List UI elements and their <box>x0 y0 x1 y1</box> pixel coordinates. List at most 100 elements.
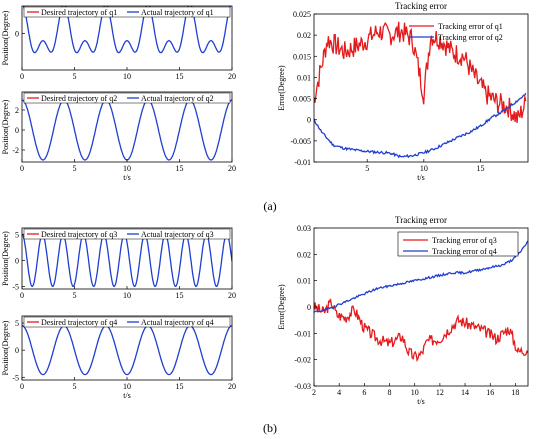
chart-b_err: 2 4 6 8 10 12 14 16 18 -0.03 -0.02 -0.01 0 0.01 0.02 0.… <box>277 215 529 406</box>
series-line-a_q1-1 <box>22 6 232 54</box>
legend-label: Tracking error of q4 <box>432 247 497 256</box>
y-tick-label: 0.005 <box>293 95 311 104</box>
series-line-b_q3-1 <box>22 233 232 287</box>
y-tick-label: 0.01 <box>297 277 311 286</box>
legend-label: Tracking error of q1 <box>438 22 503 31</box>
y-tick-label: 0 <box>15 346 19 355</box>
y-tick-label: 0.025 <box>293 10 311 19</box>
y-tick-label: 0.02 <box>297 250 311 259</box>
y-tick-label: 0.03 <box>297 224 311 233</box>
y-tick-label: 0 <box>15 29 19 38</box>
y-axis-label: Position(Degree) <box>1 99 10 154</box>
x-tick-label: 10 <box>123 164 131 173</box>
legend-label: Tracking error of q3 <box>432 236 497 245</box>
y-tick-label: -0.03 <box>294 382 311 391</box>
series-line-b_err-1 <box>314 240 528 313</box>
y-tick-label: -5 <box>12 373 19 382</box>
x-tick-label: 10 <box>123 291 131 300</box>
x-tick-label: 0 <box>20 164 24 173</box>
series-line-a_err-1 <box>314 92 527 159</box>
y-axis-label: Position(Degree) <box>1 10 10 65</box>
x-tick-label: 0 <box>20 72 24 81</box>
x-tick-label: 15 <box>176 291 184 300</box>
x-tick-label: 20 <box>228 382 236 391</box>
legend-box <box>397 231 519 257</box>
legend-label: Desired trajectory of q2 <box>41 94 117 103</box>
y-tick-label: -0.01 <box>294 329 311 338</box>
x-tick-label: 15 <box>176 164 184 173</box>
chart-a_q1: 0 5 10 15 20 0 Position(Degree) Desired traject… <box>1 5 236 81</box>
x-tick-label: 5 <box>365 164 369 173</box>
y-axis-label: Position(Degree) <box>1 320 10 375</box>
x-tick-label: 15 <box>176 382 184 391</box>
legend-label: Desired trajectory of q4 <box>41 318 117 327</box>
x-tick-label: 14 <box>461 388 469 397</box>
y-tick-label: 0.01 <box>297 73 311 82</box>
y-tick-label: 2 <box>15 106 19 115</box>
y-tick-label: -2 <box>12 146 19 155</box>
series-line-b_q4-1 <box>22 325 232 376</box>
series-line-a_q2-1 <box>22 99 232 161</box>
x-tick-label: 2 <box>312 388 316 397</box>
x-tick-label: 15 <box>176 72 184 81</box>
x-tick-label: 6 <box>362 388 366 397</box>
x-axis-label: t/s <box>417 397 425 406</box>
x-tick-label: 18 <box>511 388 519 397</box>
x-axis-label: t/s <box>417 173 425 182</box>
y-tick-label: 0 <box>307 303 311 312</box>
x-tick-label: 0 <box>20 382 24 391</box>
y-tick-label: 0.015 <box>293 52 311 61</box>
x-tick-label: 16 <box>486 388 494 397</box>
y-tick-label: 0 <box>307 116 311 125</box>
legend-label: Actual trajectory of q4 <box>141 318 214 327</box>
y-tick-label: -5 <box>12 282 19 291</box>
y-axis-label: Error(Degree) <box>277 65 286 111</box>
x-tick-label: 10 <box>123 382 131 391</box>
x-tick-label: 10 <box>123 72 131 81</box>
y-tick-label: -0.01 <box>294 158 311 167</box>
y-tick-label: 0.02 <box>297 31 311 40</box>
y-axis-label: Position(Degree) <box>1 231 10 286</box>
x-axis-label: t/s <box>123 391 131 400</box>
legend-label: Actual trajectory of q1 <box>141 8 214 17</box>
x-tick-label: 10 <box>420 164 428 173</box>
x-tick-label: 15 <box>476 164 484 173</box>
x-tick-label: 5 <box>73 291 77 300</box>
x-tick-label: 5 <box>73 382 77 391</box>
x-tick-label: 8 <box>388 388 392 397</box>
y-tick-label: 0 <box>15 126 19 135</box>
panel-label-a: (a) <box>263 199 276 213</box>
panel-label-b: (b) <box>263 421 277 435</box>
y-tick-label: 5 <box>15 319 19 328</box>
legend-label: Actual trajectory of q3 <box>141 230 214 239</box>
legend-label: Actual trajectory of q2 <box>141 94 214 103</box>
y-tick-label: -0.005 <box>290 137 311 146</box>
x-tick-label: 0 <box>20 291 24 300</box>
series-line-a_err-0 <box>314 21 527 124</box>
series-line-b_err-0 <box>314 298 528 363</box>
y-tick-label: -0.02 <box>294 356 311 365</box>
chart-title: Tracking error <box>395 215 447 225</box>
x-tick-label: 10 <box>411 388 419 397</box>
x-tick-label: 5 <box>73 72 77 81</box>
legend-label: Tracking error of q2 <box>438 33 503 42</box>
x-tick-label: 12 <box>436 388 444 397</box>
x-tick-label: 5 <box>73 164 77 173</box>
x-tick-label: 4 <box>337 388 341 397</box>
chart-title: Tracking error <box>395 1 447 11</box>
chart-a_err: 5 10 15 -0.01 -0.005 0 0.005 0.01 0.015 0.02 0.025… <box>277 1 529 182</box>
x-tick-label: 20 <box>228 291 236 300</box>
x-tick-label: 20 <box>228 72 236 81</box>
plot-frame-a_err <box>313 13 529 163</box>
x-axis-label: t/s <box>123 173 131 182</box>
y-tick-label: 5 <box>15 230 19 239</box>
y-axis-label: Error(Degree) <box>277 284 286 330</box>
legend-label: Desired trajectory of q3 <box>41 230 117 239</box>
y-tick-label: 0 <box>15 256 19 265</box>
legend-label: Desired trajectory of q1 <box>41 8 117 17</box>
x-tick-label: 20 <box>228 164 236 173</box>
